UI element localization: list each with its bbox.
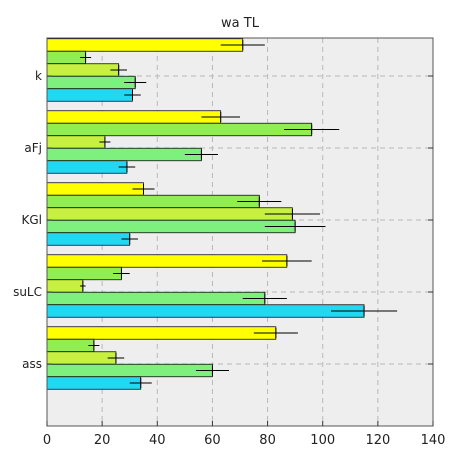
bar (46, 75, 136, 90)
x-tick-label: 20 (94, 433, 111, 448)
x-tick-label: 80 (259, 433, 276, 448)
bar (46, 338, 95, 353)
category-label: k (35, 69, 42, 83)
bar (46, 254, 288, 268)
bar (46, 194, 260, 209)
bar (46, 110, 222, 124)
x-tick-label: 40 (149, 433, 166, 448)
bars (46, 38, 398, 390)
category-label: aFj (24, 141, 42, 155)
bar (46, 182, 144, 196)
category-label: KGl (21, 213, 42, 227)
bar (46, 160, 128, 174)
bar (46, 38, 244, 52)
bar (46, 326, 277, 340)
category-label: suLC (13, 285, 42, 299)
bar (46, 63, 120, 77)
bar (46, 122, 313, 137)
bar (46, 304, 365, 318)
bar (46, 219, 296, 234)
plot-frame (46, 37, 434, 427)
chart-title: wa TL (221, 16, 260, 31)
x-tick-label: 100 (310, 433, 335, 448)
bar (46, 351, 117, 365)
x-tick-label: 60 (204, 433, 221, 448)
bar (46, 88, 133, 102)
axis-ticks: 0 20 40 60 80 100 120 140 k aFj KGl suLC ass (13, 69, 445, 448)
x-tick-label: 0 (43, 433, 51, 448)
bar (46, 291, 266, 306)
bar (46, 279, 84, 293)
bar (46, 147, 202, 162)
bar (46, 232, 131, 246)
bar (46, 266, 122, 281)
bar (46, 50, 86, 65)
x-tick-label: 140 (421, 433, 446, 448)
bar (46, 376, 142, 390)
bar (46, 363, 213, 378)
category-label: ass (22, 357, 42, 371)
bar (46, 135, 106, 149)
x-tick-label: 120 (365, 433, 390, 448)
bar (46, 207, 293, 221)
